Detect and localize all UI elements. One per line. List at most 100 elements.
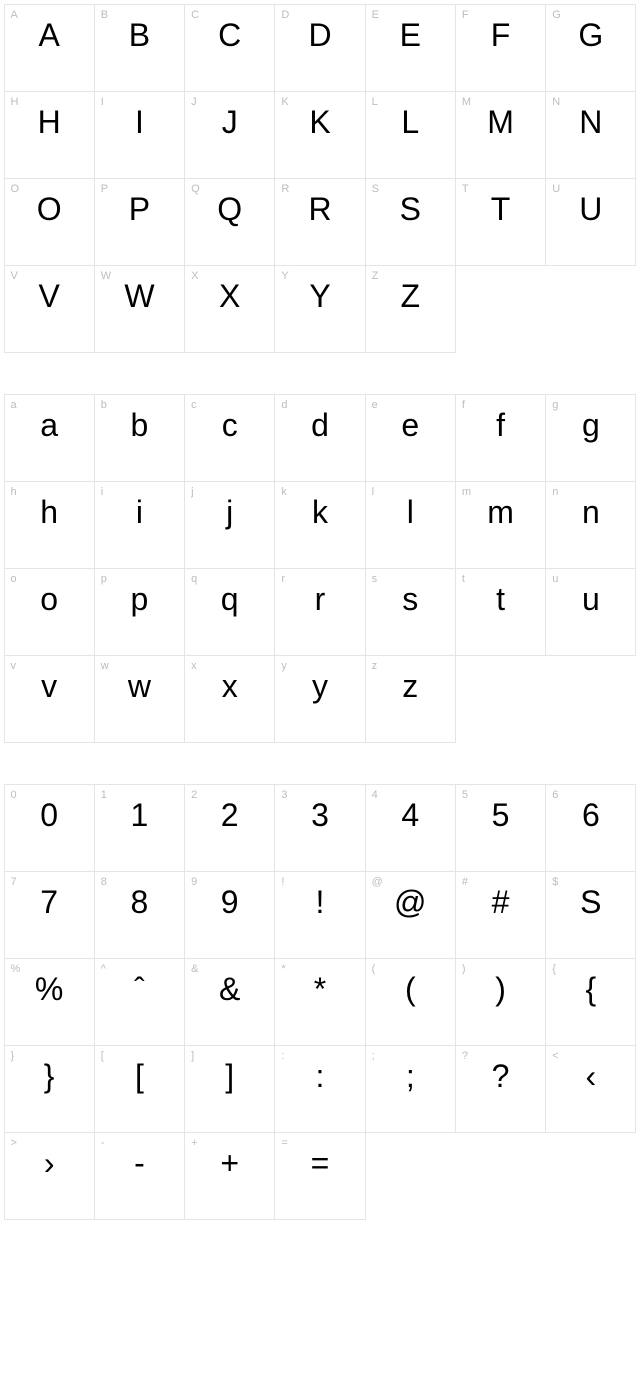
glyph-cell[interactable]: RR xyxy=(274,178,365,266)
glyph-cell[interactable]: 55 xyxy=(455,784,546,872)
glyph-cell[interactable]: -- xyxy=(94,1132,185,1220)
glyph-display: 8 xyxy=(95,886,184,918)
glyph-cell[interactable]: 00 xyxy=(4,784,95,872)
glyph-cell[interactable]: && xyxy=(184,958,275,1046)
glyph-cell[interactable]: WW xyxy=(94,265,185,353)
glyph-cell[interactable]: nn xyxy=(545,481,636,569)
glyph-cell[interactable]: KK xyxy=(274,91,365,179)
glyph-cell[interactable]: ll xyxy=(365,481,456,569)
glyph-cell[interactable]: ]] xyxy=(184,1045,275,1133)
glyph-cell[interactable]: 33 xyxy=(274,784,365,872)
glyph-cell[interactable]: mm xyxy=(455,481,546,569)
glyph-cell[interactable]: ee xyxy=(365,394,456,482)
glyph-cell[interactable]: FF xyxy=(455,4,546,92)
character-map-page: AABBCCDDEEFFGG HHIIJJKKLLMMNN OOPPQQRRSSTT… xyxy=(0,0,640,1265)
glyph-cell[interactable]: pp xyxy=(94,568,185,656)
glyph-cell[interactable]: kk xyxy=(274,481,365,569)
glyph-cell[interactable]: PP xyxy=(94,178,185,266)
glyph-display: c xyxy=(185,409,274,441)
glyph-cell[interactable]: bb xyxy=(94,394,185,482)
glyph-cell[interactable]: DD xyxy=(274,4,365,92)
glyph-cell[interactable]: ^ˆ xyxy=(94,958,185,1046)
glyph-cell[interactable]: NN xyxy=(545,91,636,179)
glyph-cell[interactable]: EE xyxy=(365,4,456,92)
glyph-cell[interactable]: jj xyxy=(184,481,275,569)
glyph-cell-empty xyxy=(545,655,636,743)
glyph-cell[interactable]: {{ xyxy=(545,958,636,1046)
glyph-cell[interactable]: ii xyxy=(94,481,185,569)
glyph-cell[interactable]: LL xyxy=(365,91,456,179)
glyph-cell[interactable]: rr xyxy=(274,568,365,656)
glyph-display: F xyxy=(456,19,545,51)
glyph-cell[interactable]: II xyxy=(94,91,185,179)
glyph-cell[interactable]: ww xyxy=(94,655,185,743)
glyph-cell[interactable]: gg xyxy=(545,394,636,482)
glyph-cell[interactable]: $S xyxy=(545,871,636,959)
glyph-cell[interactable]: !! xyxy=(274,871,365,959)
glyph-cell[interactable]: 99 xyxy=(184,871,275,959)
glyph-cell[interactable]: dd xyxy=(274,394,365,482)
glyph-cell[interactable]: vv xyxy=(4,655,95,743)
glyph-cell[interactable]: uu xyxy=(545,568,636,656)
glyph-display: m xyxy=(456,496,545,528)
glyph-cell[interactable]: ff xyxy=(455,394,546,482)
glyph-cell[interactable]: ++ xyxy=(184,1132,275,1220)
glyph-cell[interactable]: HH xyxy=(4,91,95,179)
glyph-cell[interactable]: AA xyxy=(4,4,95,92)
glyph-display: D xyxy=(275,19,364,51)
glyph-cell[interactable]: 77 xyxy=(4,871,95,959)
glyph-grid: 00112233445566 778899!!@@##$S%%^ˆ&&**(())… xyxy=(4,784,636,1219)
glyph-display: ) xyxy=(456,973,545,1005)
glyph-cell[interactable]: @@ xyxy=(365,871,456,959)
glyph-cell[interactable]: oo xyxy=(4,568,95,656)
glyph-cell[interactable]: }} xyxy=(4,1045,95,1133)
glyph-cell[interactable]: cc xyxy=(184,394,275,482)
glyph-cell[interactable]: (( xyxy=(365,958,456,1046)
glyph-cell[interactable]: MM xyxy=(455,91,546,179)
glyph-display: # xyxy=(456,886,545,918)
glyph-display: Y xyxy=(275,280,364,312)
glyph-cell[interactable]: xx xyxy=(184,655,275,743)
glyph-cell[interactable]: CC xyxy=(184,4,275,92)
glyph-cell-empty xyxy=(455,265,546,353)
glyph-cell[interactable]: >› xyxy=(4,1132,95,1220)
glyph-cell[interactable]: :: xyxy=(274,1045,365,1133)
glyph-cell[interactable]: 88 xyxy=(94,871,185,959)
glyph-cell[interactable]: JJ xyxy=(184,91,275,179)
glyph-cell[interactable]: ZZ xyxy=(365,265,456,353)
glyph-cell[interactable]: 44 xyxy=(365,784,456,872)
glyph-cell[interactable]: tt xyxy=(455,568,546,656)
glyph-cell[interactable]: UU xyxy=(545,178,636,266)
glyph-cell[interactable]: TT xyxy=(455,178,546,266)
glyph-cell[interactable]: BB xyxy=(94,4,185,92)
glyph-cell[interactable]: OO xyxy=(4,178,95,266)
glyph-cell[interactable]: QQ xyxy=(184,178,275,266)
glyph-cell[interactable]: ss xyxy=(365,568,456,656)
glyph-display: + xyxy=(185,1147,274,1179)
glyph-cell[interactable]: ;; xyxy=(365,1045,456,1133)
glyph-cell[interactable]: )) xyxy=(455,958,546,1046)
glyph-cell[interactable]: yy xyxy=(274,655,365,743)
glyph-cell[interactable]: SS xyxy=(365,178,456,266)
glyph-cell[interactable]: <‹ xyxy=(545,1045,636,1133)
glyph-cell[interactable]: %% xyxy=(4,958,95,1046)
glyph-cell[interactable]: hh xyxy=(4,481,95,569)
glyph-cell[interactable]: GG xyxy=(545,4,636,92)
glyph-cell[interactable]: zz xyxy=(365,655,456,743)
glyph-cell[interactable]: aa xyxy=(4,394,95,482)
glyph-cell[interactable]: == xyxy=(274,1132,365,1220)
glyph-cell[interactable]: qq xyxy=(184,568,275,656)
glyph-display: o xyxy=(5,583,94,615)
glyph-cell[interactable]: ** xyxy=(274,958,365,1046)
glyph-display: u xyxy=(546,583,635,615)
glyph-cell[interactable]: 66 xyxy=(545,784,636,872)
glyph-cell[interactable]: XX xyxy=(184,265,275,353)
glyph-cell[interactable]: ?? xyxy=(455,1045,546,1133)
glyph-cell[interactable]: VV xyxy=(4,265,95,353)
glyph-cell[interactable]: ## xyxy=(455,871,546,959)
glyph-cell[interactable]: 11 xyxy=(94,784,185,872)
glyph-cell[interactable]: [[ xyxy=(94,1045,185,1133)
glyph-cell[interactable]: YY xyxy=(274,265,365,353)
glyph-display: W xyxy=(95,280,184,312)
glyph-cell[interactable]: 22 xyxy=(184,784,275,872)
